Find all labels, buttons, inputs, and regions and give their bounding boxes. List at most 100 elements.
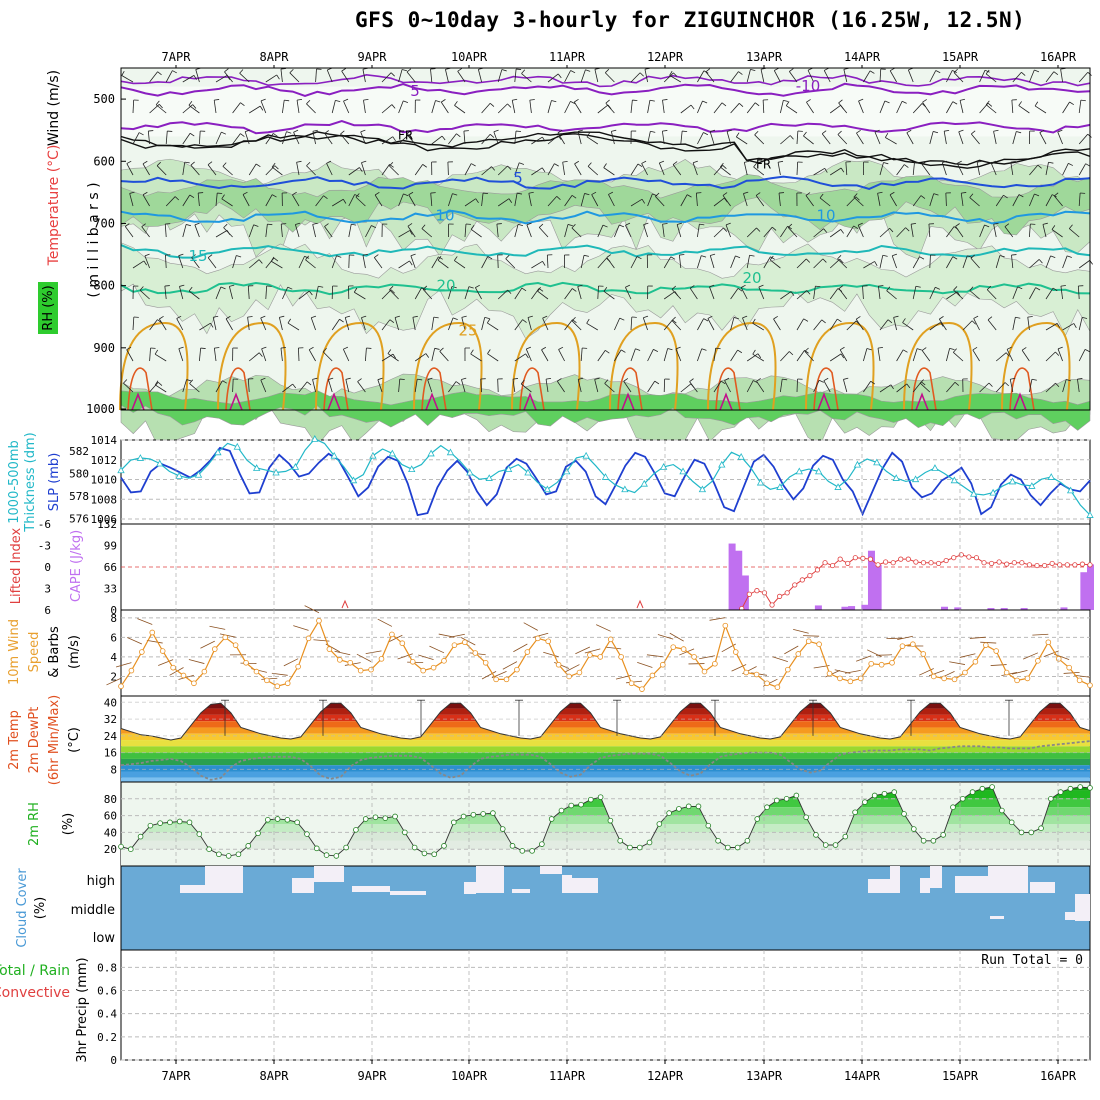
wind-barb-flag: [874, 129, 880, 133]
wind-barb: [361, 162, 366, 176]
thickness-marker: [1086, 511, 1094, 518]
wind-barb-flag: [487, 256, 493, 260]
wind10-marker: [316, 617, 322, 624]
wind-barb-flag: [186, 379, 192, 382]
wind-barb: [689, 287, 698, 300]
wind-barb: [789, 71, 798, 83]
wind-barb: [946, 291, 958, 300]
cloud-middle-label: middle: [71, 903, 115, 918]
wind-barb: [447, 161, 449, 176]
wind-barb: [912, 256, 920, 269]
wind-barb: [215, 74, 228, 83]
isotherm-line: [120, 120, 1091, 135]
wind-barb: [1077, 379, 1080, 393]
wind-barb: [381, 104, 393, 114]
wind10-barb: [158, 659, 174, 666]
wind-barb-flag: [785, 101, 790, 106]
wind10-marker: [649, 672, 656, 679]
dewpt2m-label: 2m DewPt: [27, 707, 42, 774]
wind-barb-flag: [821, 319, 826, 324]
wind-barb: [326, 163, 333, 176]
isotherm-30-loop: [421, 367, 447, 411]
temp2m-tick-label: 32: [104, 713, 117, 726]
wind-barb: [962, 320, 973, 331]
wind-barb-flag: [271, 162, 276, 168]
wind-barb: [132, 260, 145, 269]
wind-barb-flag: [922, 99, 927, 103]
wind-barb: [946, 256, 954, 269]
wind-barb-flag: [191, 254, 196, 258]
wind-barb: [527, 317, 532, 331]
wind-barb-flag: [839, 258, 844, 264]
cloud-clear-patch: [390, 891, 426, 895]
wind-barb: [457, 71, 466, 83]
wind-barb-flag: [838, 285, 844, 289]
wind-barb: [929, 287, 936, 300]
wind-barb-flag: [605, 350, 610, 354]
wind-barb: [641, 163, 648, 176]
precip-unit-label: 3hr Precip (mm): [75, 957, 90, 1062]
wind-barb: [813, 228, 824, 238]
wind-barb: [608, 194, 615, 207]
wind-barb-flag: [526, 346, 532, 350]
wind-barb: [597, 104, 609, 114]
wind-barb: [573, 101, 582, 114]
wind-barb-flag: [840, 229, 844, 234]
wind-barb: [542, 318, 549, 331]
cloud-clear-patch: [572, 878, 598, 893]
wind10-marker: [139, 649, 145, 655]
wind-barb: [176, 318, 184, 331]
isotherm-35-loop: [817, 392, 831, 411]
wind-barb-flag: [605, 99, 610, 104]
temp-band: [121, 740, 1090, 747]
wind-barb: [796, 350, 805, 362]
wind-barb-flag: [991, 160, 996, 164]
rh2m-marker: [343, 844, 349, 851]
wind-barb: [730, 255, 736, 269]
wind-barb-flag: [824, 67, 829, 71]
wind-barb: [1062, 323, 1075, 331]
lifted-marker: [830, 562, 836, 569]
wind-barb-flag: [915, 285, 921, 288]
wind10-barb: [460, 637, 476, 646]
wind-barb: [448, 317, 454, 331]
wind-barb-flag: [720, 380, 726, 385]
wind-barb: [389, 165, 399, 176]
wind-barb-flag: [239, 69, 244, 74]
wind-barb-flag: [441, 135, 446, 141]
wind-barb-flag: [143, 260, 147, 266]
thickness-marker: [369, 451, 377, 459]
wind-barb-flag: [247, 316, 253, 318]
thickness-marker: [698, 485, 707, 493]
isotherm-35-loop: [719, 392, 733, 411]
date-label-bottom: 12APR: [647, 1069, 684, 1083]
wind-barb-flag: [284, 99, 290, 102]
wind10-marker: [441, 658, 447, 664]
wind-barb-flag: [371, 225, 377, 229]
wind-barb-flag: [1066, 255, 1072, 258]
thickness-marker: [815, 467, 823, 475]
wind-barb: [222, 166, 233, 176]
wind10-frame: [120, 609, 1091, 697]
wind-barb: [207, 164, 217, 176]
wind-barb: [265, 165, 276, 176]
wind-barb-flag: [155, 100, 160, 106]
rh2m-marker: [1057, 789, 1064, 795]
wind-barb: [1012, 72, 1022, 83]
wind-barb: [755, 195, 765, 207]
wind-barb: [594, 379, 599, 393]
wind-barb: [587, 166, 599, 176]
wind10-barb: [418, 654, 434, 661]
wind-barb-flag: [662, 99, 668, 101]
rh2m-marker: [265, 816, 271, 823]
wind-barb-flag: [641, 160, 647, 164]
wind-barb: [603, 291, 615, 300]
wind-barb-flag: [636, 256, 642, 260]
wind-barb: [149, 71, 158, 83]
wind10-marker: [118, 683, 124, 690]
wind-barb-flag: [953, 68, 958, 73]
wind-barb-flag: [911, 222, 917, 225]
rh2m-marker: [529, 848, 535, 854]
wind-barb: [189, 383, 200, 393]
wind-barb-flag: [493, 129, 499, 133]
